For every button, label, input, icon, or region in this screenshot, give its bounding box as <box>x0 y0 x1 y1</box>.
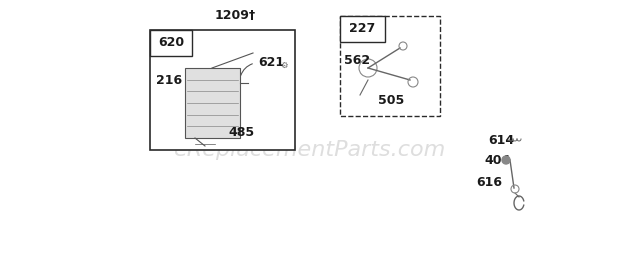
Bar <box>340 16 385 42</box>
Text: 485: 485 <box>228 125 254 139</box>
Bar <box>340 16 440 116</box>
Text: 621: 621 <box>258 57 284 69</box>
Text: eReplacementParts.com: eReplacementParts.com <box>174 140 446 160</box>
Bar <box>150 30 295 150</box>
Text: 216: 216 <box>156 74 182 87</box>
Text: 505: 505 <box>378 94 404 106</box>
Text: ⚙: ⚙ <box>280 60 288 69</box>
Text: 616: 616 <box>476 177 502 189</box>
Bar <box>185 68 240 138</box>
Text: 562: 562 <box>344 53 370 67</box>
Text: 614: 614 <box>488 133 514 146</box>
Text: 620: 620 <box>158 36 184 50</box>
Text: 404: 404 <box>484 153 510 167</box>
Bar <box>150 30 192 56</box>
Text: 1209†: 1209† <box>215 9 255 22</box>
Circle shape <box>502 156 510 164</box>
Text: 227: 227 <box>349 23 375 35</box>
